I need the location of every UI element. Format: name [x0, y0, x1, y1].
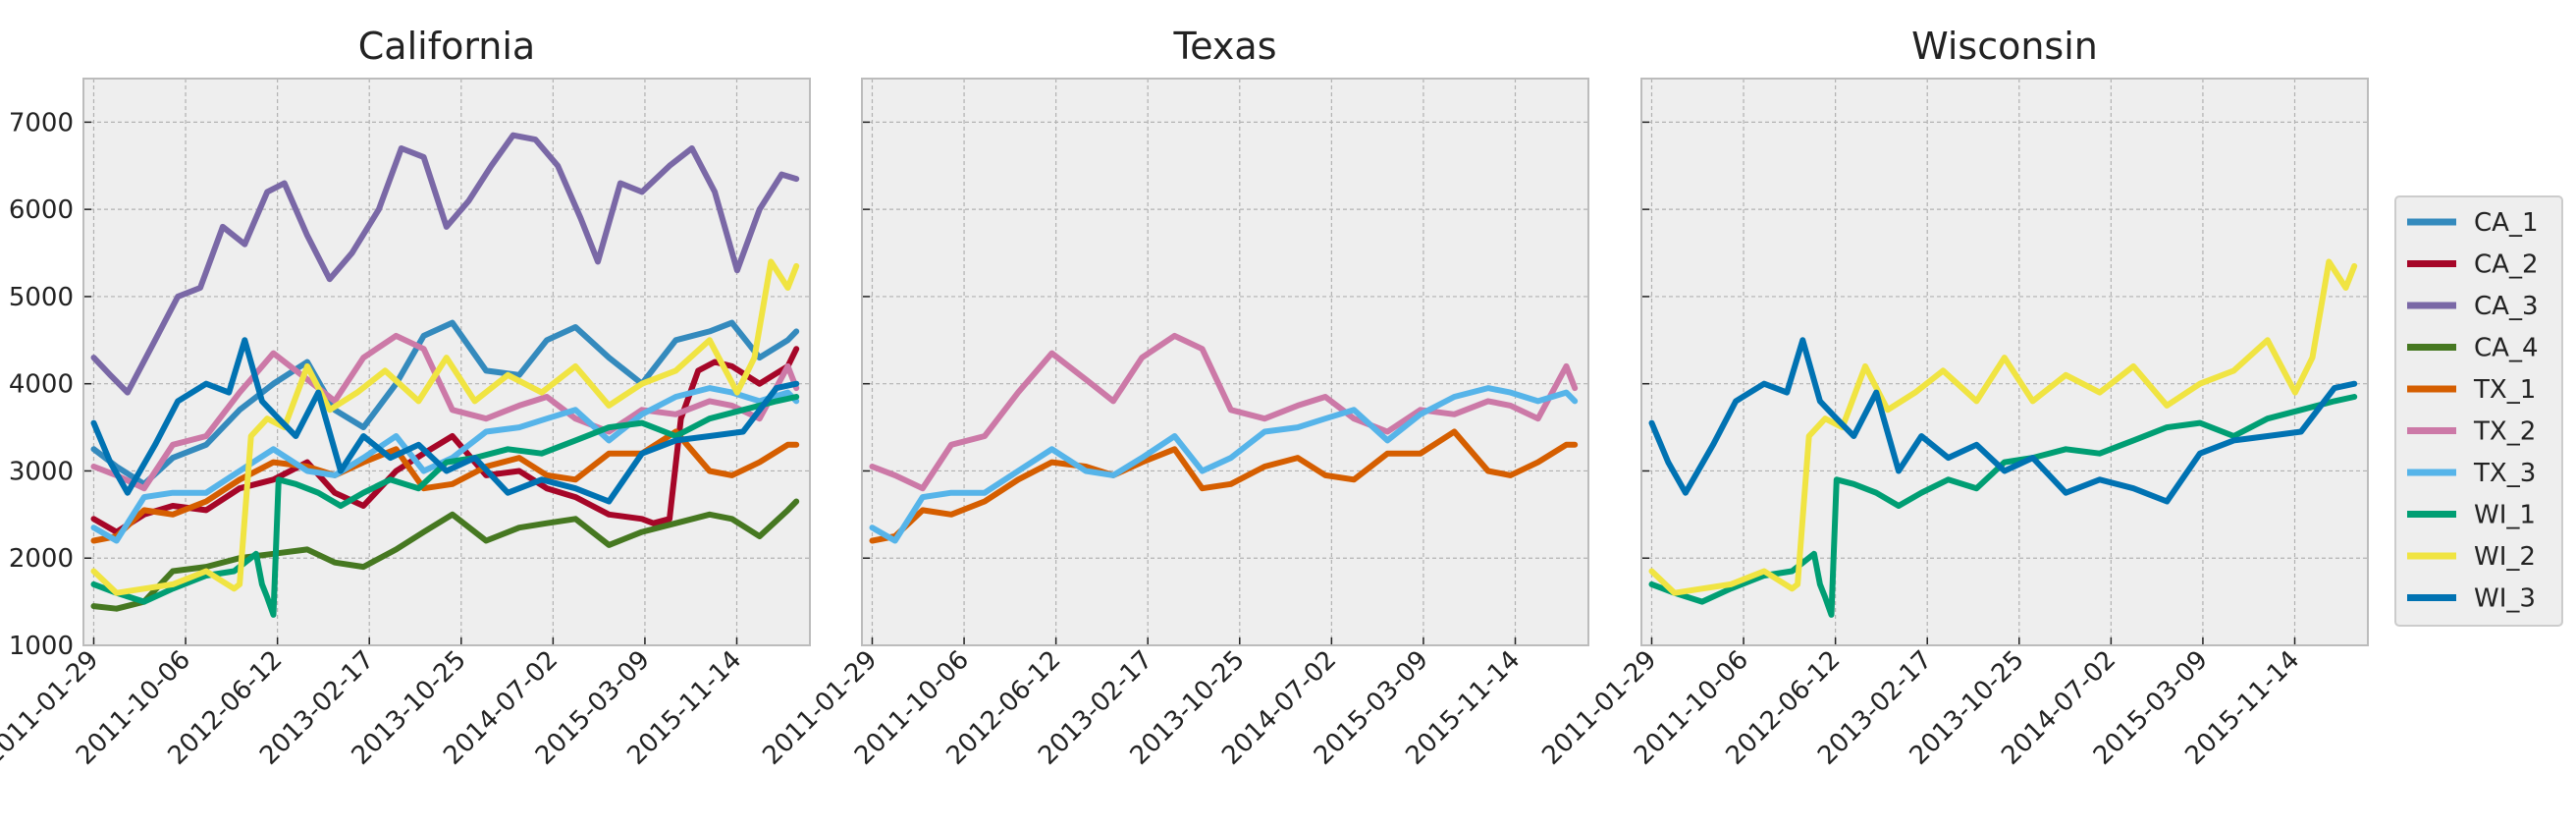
series-line-ca-4 [90, 498, 800, 612]
legend-label-tx-2: TX_2 [2473, 417, 2536, 447]
series-line-wi-1 [1648, 394, 2358, 618]
series-line-ca-3 [90, 132, 800, 396]
legend-label-wi-3: WI_3 [2474, 584, 2536, 614]
legend-label-tx-3: TX_3 [2473, 459, 2536, 488]
legend-label-tx-1: TX_1 [2473, 375, 2536, 405]
plot-area-texas [862, 79, 1588, 645]
panel-california: 2011-01-292011-10-062012-06-122013-02-17… [0, 25, 811, 771]
panel-title-texas: Texas [1172, 25, 1276, 68]
series-line-tx-1 [869, 428, 1579, 544]
panel-title-wisconsin: Wisconsin [1911, 25, 2098, 68]
series-line-tx-2 [869, 332, 1579, 492]
panel-wisconsin: 2011-01-292011-10-062012-06-122013-02-17… [1536, 25, 2369, 771]
legend-label-ca-3: CA_3 [2474, 292, 2538, 321]
series-line-wi-2 [1648, 258, 2358, 596]
series-line-wi-3 [1648, 337, 2358, 505]
plot-frame-texas [861, 78, 1589, 646]
y-tick-label: 5000 [9, 283, 74, 312]
legend-label-wi-2: WI_2 [2474, 542, 2536, 572]
series-line-wi-2 [90, 258, 800, 596]
panel-texas: 2011-01-292011-10-062012-06-122013-02-17… [757, 25, 1589, 771]
series-line-wi-1 [90, 394, 800, 618]
series-line-ca-1 [90, 319, 800, 487]
panel-title-california: California [358, 25, 535, 68]
y-tick-label: 2000 [9, 544, 74, 574]
series-line-tx-1 [90, 428, 800, 544]
y-tick-label: 7000 [9, 108, 74, 138]
legend: CA_1 CA_2 CA_3 CA_4 TX_1 TX_2 TX_3 WI_1 WI_2 WI_3 [2394, 195, 2563, 627]
plot-frame-wisconsin [1640, 78, 2369, 646]
y-tick-label: 1000 [9, 632, 74, 661]
y-tick-label: 3000 [9, 457, 74, 486]
legend-label-ca-2: CA_2 [2474, 250, 2538, 280]
plot-frame-california [82, 78, 811, 646]
legend-label-wi-1: WI_1 [2474, 501, 2536, 530]
legend-label-ca-4: CA_4 [2474, 334, 2538, 363]
series-line-ca-2 [90, 346, 800, 535]
y-tick-label: 4000 [9, 370, 74, 400]
series-line-tx-2 [90, 332, 800, 492]
legend-label-ca-1: CA_1 [2474, 208, 2538, 238]
series-line-tx-3 [90, 385, 800, 544]
series-line-tx-3 [869, 385, 1579, 544]
series-line-wi-3 [90, 337, 800, 505]
y-tick-label: 6000 [9, 195, 74, 225]
